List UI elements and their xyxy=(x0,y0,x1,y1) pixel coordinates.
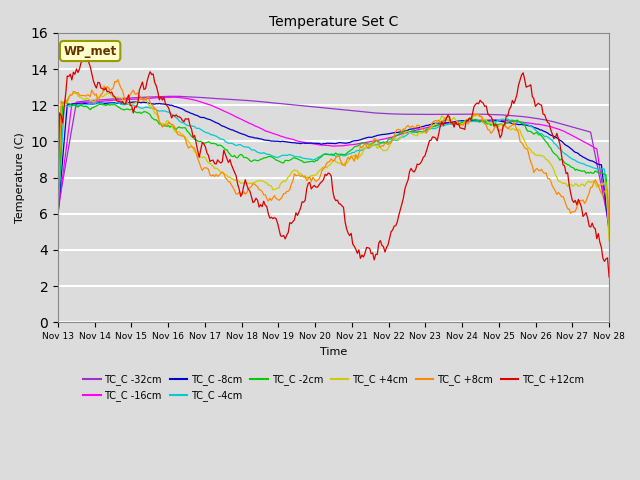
TC_C -32cm xyxy=(297,103,305,108)
TC_C +4cm xyxy=(605,238,613,244)
TC_C -2cm xyxy=(248,159,255,165)
Title: Temperature Set C: Temperature Set C xyxy=(269,15,398,29)
TC_C +4cm xyxy=(220,171,228,177)
TC_C +4cm xyxy=(54,190,62,196)
TC_C -4cm xyxy=(605,224,613,229)
TC_C -16cm xyxy=(220,108,228,114)
TC_C -16cm xyxy=(605,225,613,231)
TC_C -8cm xyxy=(238,131,246,137)
TC_C -2cm xyxy=(238,152,246,158)
TC_C -4cm xyxy=(297,154,305,160)
TC_C -32cm xyxy=(174,94,182,99)
TC_C +8cm xyxy=(248,184,255,190)
X-axis label: Time: Time xyxy=(320,347,347,357)
TC_C -8cm xyxy=(605,228,613,234)
TC_C +8cm xyxy=(54,211,62,217)
TC_C +12cm xyxy=(124,96,131,102)
TC_C -16cm xyxy=(54,211,62,216)
TC_C -2cm xyxy=(54,210,62,216)
TC_C -2cm xyxy=(605,221,613,227)
Line: TC_C +8cm: TC_C +8cm xyxy=(58,80,609,221)
TC_C +8cm xyxy=(220,170,228,176)
TC_C -4cm xyxy=(576,160,584,166)
TC_C -8cm xyxy=(132,99,140,105)
TC_C +12cm xyxy=(297,205,305,211)
Line: TC_C -16cm: TC_C -16cm xyxy=(58,97,609,228)
TC_C -8cm xyxy=(297,141,305,146)
TC_C +12cm xyxy=(605,274,613,280)
TC_C +8cm xyxy=(576,197,584,203)
Legend: TC_C -32cm, TC_C -16cm, TC_C -8cm, TC_C -4cm, TC_C -2cm, TC_C +4cm, TC_C +8cm, T: TC_C -32cm, TC_C -16cm, TC_C -8cm, TC_C … xyxy=(79,371,588,405)
TC_C -8cm xyxy=(248,134,255,140)
TC_C -32cm xyxy=(248,98,255,104)
Text: WP_met: WP_met xyxy=(63,45,116,58)
TC_C +12cm xyxy=(83,55,91,61)
TC_C -4cm xyxy=(220,137,228,143)
TC_C -4cm xyxy=(124,102,131,108)
Y-axis label: Temperature (C): Temperature (C) xyxy=(15,132,25,223)
TC_C +12cm xyxy=(54,178,62,183)
TC_C -16cm xyxy=(297,139,305,144)
TC_C +8cm xyxy=(124,99,131,105)
TC_C -16cm xyxy=(170,94,177,100)
Line: TC_C +12cm: TC_C +12cm xyxy=(58,58,609,277)
TC_C -2cm xyxy=(576,168,584,173)
Line: TC_C -2cm: TC_C -2cm xyxy=(58,102,609,224)
Line: TC_C +4cm: TC_C +4cm xyxy=(58,93,609,241)
TC_C -2cm xyxy=(297,157,305,163)
TC_C -4cm xyxy=(238,143,246,149)
TC_C -32cm xyxy=(220,96,228,102)
TC_C +4cm xyxy=(576,183,584,189)
TC_C -32cm xyxy=(576,126,584,132)
TC_C -4cm xyxy=(54,211,62,216)
TC_C -2cm xyxy=(220,145,228,151)
TC_C +12cm xyxy=(576,200,584,206)
TC_C -16cm xyxy=(576,137,584,143)
TC_C -8cm xyxy=(220,123,228,129)
TC_C -16cm xyxy=(248,121,255,127)
TC_C -16cm xyxy=(238,117,246,122)
TC_C +4cm xyxy=(72,90,80,96)
Line: TC_C -32cm: TC_C -32cm xyxy=(58,96,609,225)
TC_C +4cm xyxy=(297,170,305,176)
TC_C +8cm xyxy=(297,174,305,180)
TC_C +4cm xyxy=(124,99,131,105)
TC_C -32cm xyxy=(605,222,613,228)
Line: TC_C -4cm: TC_C -4cm xyxy=(58,103,609,227)
TC_C -2cm xyxy=(59,99,67,105)
TC_C +12cm xyxy=(248,194,255,200)
TC_C -8cm xyxy=(54,211,62,216)
TC_C -32cm xyxy=(54,205,62,211)
TC_C -8cm xyxy=(122,100,129,106)
TC_C -32cm xyxy=(122,96,129,101)
TC_C -2cm xyxy=(124,106,131,112)
TC_C +8cm xyxy=(605,218,613,224)
TC_C -8cm xyxy=(576,152,584,158)
TC_C +12cm xyxy=(220,147,228,153)
TC_C -32cm xyxy=(238,97,246,103)
TC_C +4cm xyxy=(238,180,246,186)
TC_C -4cm xyxy=(113,100,120,106)
TC_C +12cm xyxy=(238,191,246,196)
TC_C -16cm xyxy=(122,96,129,102)
TC_C +8cm xyxy=(238,192,246,197)
TC_C +8cm xyxy=(114,77,122,83)
TC_C +4cm xyxy=(248,180,255,186)
Line: TC_C -8cm: TC_C -8cm xyxy=(58,102,609,231)
TC_C -4cm xyxy=(248,147,255,153)
